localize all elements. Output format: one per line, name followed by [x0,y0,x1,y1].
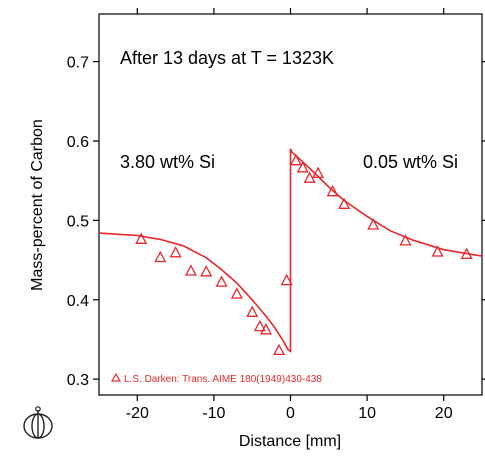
x-tick-label: 0 [286,405,295,422]
condition-annotation: After 13 days at T = 1323K [120,48,334,68]
axis-tick-labels: -20 -10 0 10 20 0.3 0.4 0.5 0.6 0.7 [67,55,453,422]
data-point-triangle [431,245,444,257]
data-point-triangle [273,343,286,356]
data-point-triangle [246,305,259,317]
data-point-triangle [367,218,380,230]
x-tick-label: 10 [358,405,376,422]
data-point-triangle [460,247,473,260]
data-point-triangle [230,287,243,299]
legend-label: L.S. Darken: Trans. AIME 180(1949)430-43… [124,374,322,385]
thermo-calc-logo-icon [23,406,53,439]
experimental-points [135,153,473,356]
data-point-triangle [399,234,412,246]
legend: L.S. Darken: Trans. AIME 180(1949)430-43… [110,372,322,385]
x-tick-label: -10 [202,405,225,422]
x-axis-title: Distance [mm] [239,433,341,450]
data-point-triangle [200,265,213,277]
y-tick-label: 0.5 [67,213,89,230]
data-point-triangle [326,184,339,197]
data-point-triangle [338,197,351,209]
x-tick-label: 20 [435,405,453,422]
data-point-triangle [296,161,309,173]
y-tick-label: 0.7 [67,55,89,72]
model-curve-line [98,148,483,353]
data-point-triangle [135,232,148,244]
data-point-triangle [184,264,197,276]
y-axis-title: Mass-percent of Carbon [29,119,46,291]
axis-ticks [93,8,485,401]
data-point-triangle [253,319,266,332]
data-point-triangle [215,275,228,287]
y-tick-label: 0.3 [67,372,89,389]
y-tick-label: 0.6 [67,134,89,151]
data-point-triangle [280,273,293,286]
legend-triangle-marker [110,372,122,382]
right-alloy-annotation: 0.05 wt% Si [363,152,458,172]
data-point-triangle [154,250,167,263]
left-alloy-annotation: 3.80 wt% Si [120,152,215,172]
x-tick-label: -20 [126,405,149,422]
data-point-triangle [303,171,316,183]
data-point-triangle [289,153,302,166]
data-point-triangle [259,323,272,335]
data-point-triangle [312,166,325,179]
model-curve [98,148,483,353]
data-point-triangle [169,246,182,258]
y-tick-label: 0.4 [67,293,89,310]
